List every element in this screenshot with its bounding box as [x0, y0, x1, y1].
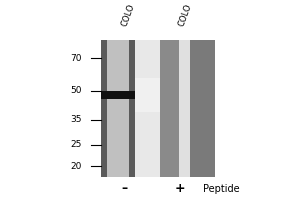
Text: 25: 25 — [70, 140, 82, 149]
Text: –: – — [122, 182, 128, 195]
Bar — [135, 40, 161, 177]
Bar — [135, 78, 161, 112]
Text: 70: 70 — [70, 54, 82, 63]
Text: COLO: COLO — [177, 3, 194, 28]
Bar — [160, 40, 179, 177]
Text: Peptide: Peptide — [203, 184, 240, 194]
Text: +: + — [174, 182, 185, 195]
Bar — [101, 40, 135, 177]
Bar — [107, 40, 129, 177]
Text: 35: 35 — [70, 115, 82, 124]
Bar — [101, 91, 135, 99]
Text: COLO: COLO — [119, 3, 136, 28]
Bar — [190, 40, 215, 177]
Bar — [179, 40, 190, 177]
Text: 20: 20 — [70, 162, 82, 171]
Text: 50: 50 — [70, 86, 82, 95]
